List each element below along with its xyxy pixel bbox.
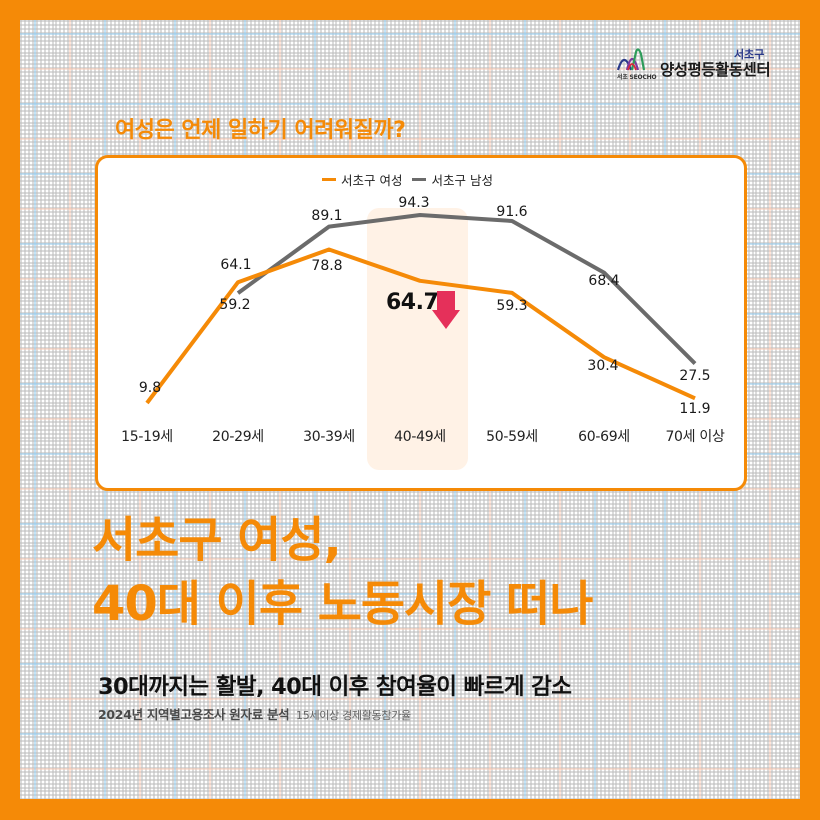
source-note: 2024년 지역별고용조사 원자료 분석 15세이상 경제활동참가율 <box>98 704 411 723</box>
x-axis-label: 30-39세 <box>303 429 355 445</box>
female-value-label: 30.4 <box>587 358 619 374</box>
female-value-label: 64.1 <box>220 257 252 273</box>
logo-mark-text: 서초 SEOCHO <box>617 74 657 81</box>
logo-district: 서초구 <box>734 48 765 61</box>
legend-swatch-male <box>412 178 427 181</box>
x-axis-label: 40-49세 <box>394 429 446 445</box>
source-metric: 15세이상 경제활동참가율 <box>296 709 411 722</box>
male-value-label: 94.3 <box>398 195 430 211</box>
female-value-label: 78.8 <box>311 258 343 274</box>
legend-item-female: 서초구 여성 <box>322 170 402 189</box>
logo-center-name: 양성평등활동센터 <box>660 61 771 79</box>
x-axis-label: 15-19세 <box>121 429 173 445</box>
subheadline: 30대까지는 활발, 40대 이후 참여율이 빠르게 감소 <box>98 674 572 700</box>
callout-value-40s-female: 64.7 <box>386 290 439 315</box>
legend-label-male: 서초구 남성 <box>431 173 493 188</box>
x-axis-label: 70세 이상 <box>665 429 725 445</box>
x-axis-label: 20-29세 <box>212 429 264 445</box>
male-value-label: 59.2 <box>219 297 251 313</box>
seocho-logo-icon <box>616 48 646 71</box>
legend-item-male: 서초구 남성 <box>412 170 493 189</box>
headline: 서초구 여성, 40대 이후 노동시장 떠나 <box>92 508 593 636</box>
male-value-label: 68.4 <box>588 273 620 289</box>
chart-title: 여성은 언제 일하기 어려워질까? <box>115 118 406 143</box>
organization-logo: 서초 SEOCHO 서초구 양성평등활동센터 <box>614 44 784 86</box>
female-value-label: 9.8 <box>138 380 162 396</box>
headline-line-2: 40대 이후 노동시장 떠나 <box>92 576 593 632</box>
headline-line-1: 서초구 여성, <box>92 512 342 568</box>
male-value-label: 91.6 <box>496 204 528 220</box>
chart-legend: 서초구 여성 서초구 남성 <box>322 170 493 189</box>
x-axis-label: 60-69세 <box>578 429 630 445</box>
x-axis-label: 50-59세 <box>486 429 538 445</box>
male-value-label: 89.1 <box>311 208 343 224</box>
legend-swatch-female <box>322 178 336 181</box>
female-value-label: 59.3 <box>496 298 528 314</box>
female-value-label: 11.9 <box>679 401 711 417</box>
male-value-label: 27.5 <box>679 368 711 384</box>
source-main: 2024년 지역별고용조사 원자료 분석 <box>98 707 290 722</box>
legend-label-female: 서초구 여성 <box>341 173 403 188</box>
